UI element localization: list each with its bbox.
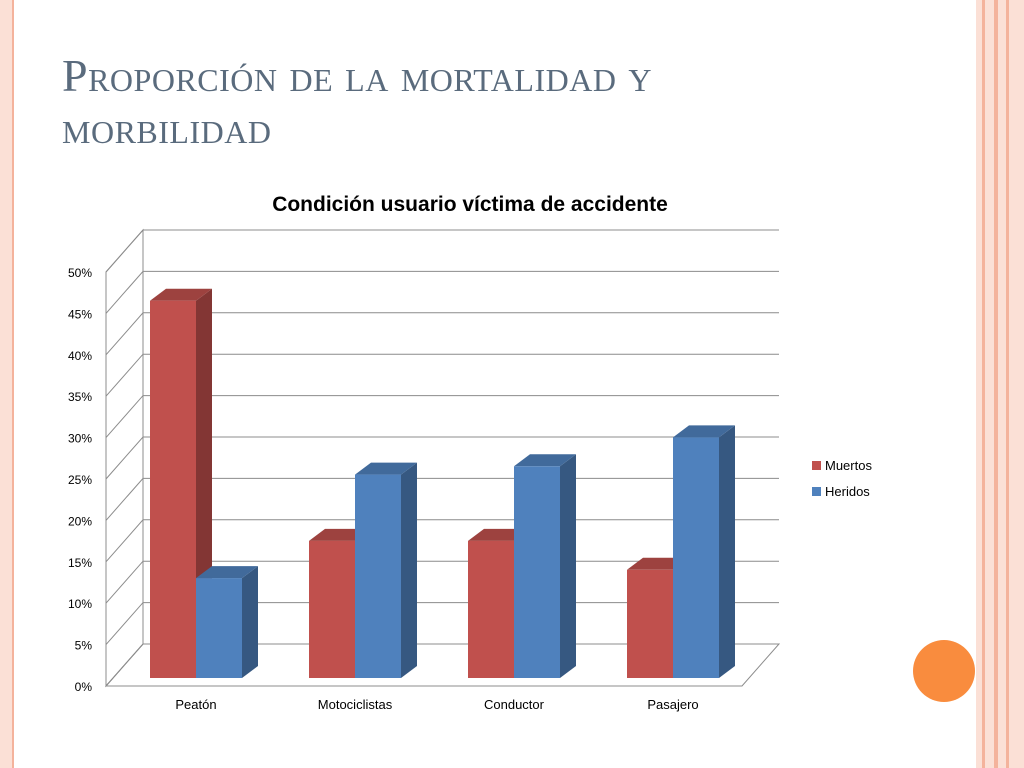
right-decor-stripes <box>976 0 1024 768</box>
legend-label-muertos: Muertos <box>825 457 872 473</box>
bar-muertos <box>468 540 514 678</box>
y-tick-label: 40% <box>68 349 92 363</box>
bar-muertos <box>309 540 355 678</box>
chart-legend: Muertos Heridos <box>812 452 872 504</box>
gridline <box>105 353 779 397</box>
decorative-orange-circle <box>913 640 975 702</box>
slide-title: Proporción de la mortalidad y morbilidad <box>62 50 653 153</box>
y-tick-label: 5% <box>75 639 93 653</box>
gridline <box>105 436 779 480</box>
bar-top-heridos <box>673 425 735 438</box>
y-tick-label: 20% <box>68 514 92 528</box>
y-tick-label: 25% <box>68 473 92 487</box>
y-tick-label: 45% <box>68 307 92 321</box>
x-tick-label: Peatón <box>175 697 216 712</box>
bar-heridos <box>673 437 719 678</box>
bar-muertos <box>150 300 196 678</box>
legend-item-heridos: Heridos <box>812 478 872 504</box>
chart-title: Condición usuario víctima de accidente <box>272 193 668 216</box>
x-tick-label: Pasajero <box>647 697 698 712</box>
bar-side-heridos <box>242 566 258 678</box>
y-tick-label: 10% <box>68 597 92 611</box>
bar-side-heridos <box>719 425 735 678</box>
x-tick-label: Conductor <box>484 697 545 712</box>
bar-heridos <box>514 466 560 678</box>
y-tick-label: 30% <box>68 432 92 446</box>
legend-swatch-muertos <box>812 460 821 470</box>
y-tick-label: 35% <box>68 390 92 404</box>
gridline <box>105 395 779 438</box>
bar-side-heridos <box>401 462 417 678</box>
legend-item-muertos: Muertos <box>812 452 872 478</box>
left-decor-band <box>0 0 12 768</box>
gridline <box>105 312 779 356</box>
y-tick-label: 15% <box>68 556 92 570</box>
gridline <box>105 229 779 273</box>
gridline <box>105 270 779 314</box>
y-tick-label: 50% <box>68 266 92 280</box>
bar-top-heridos <box>196 566 258 579</box>
x-tick-label: Motociclistas <box>318 697 393 712</box>
left-decor-line <box>12 0 14 768</box>
bar-top-muertos <box>150 288 212 301</box>
bar-side-heridos <box>560 454 576 678</box>
bar-muertos <box>627 569 673 678</box>
bar-heridos <box>355 474 401 678</box>
bar-top-heridos <box>355 462 417 475</box>
bar-top-heridos <box>514 454 576 467</box>
chart-floor <box>104 643 781 687</box>
bar-heridos <box>196 578 242 678</box>
legend-swatch-heridos <box>812 486 821 496</box>
legend-label-heridos: Heridos <box>825 483 870 499</box>
y-tick-label: 0% <box>75 680 93 694</box>
